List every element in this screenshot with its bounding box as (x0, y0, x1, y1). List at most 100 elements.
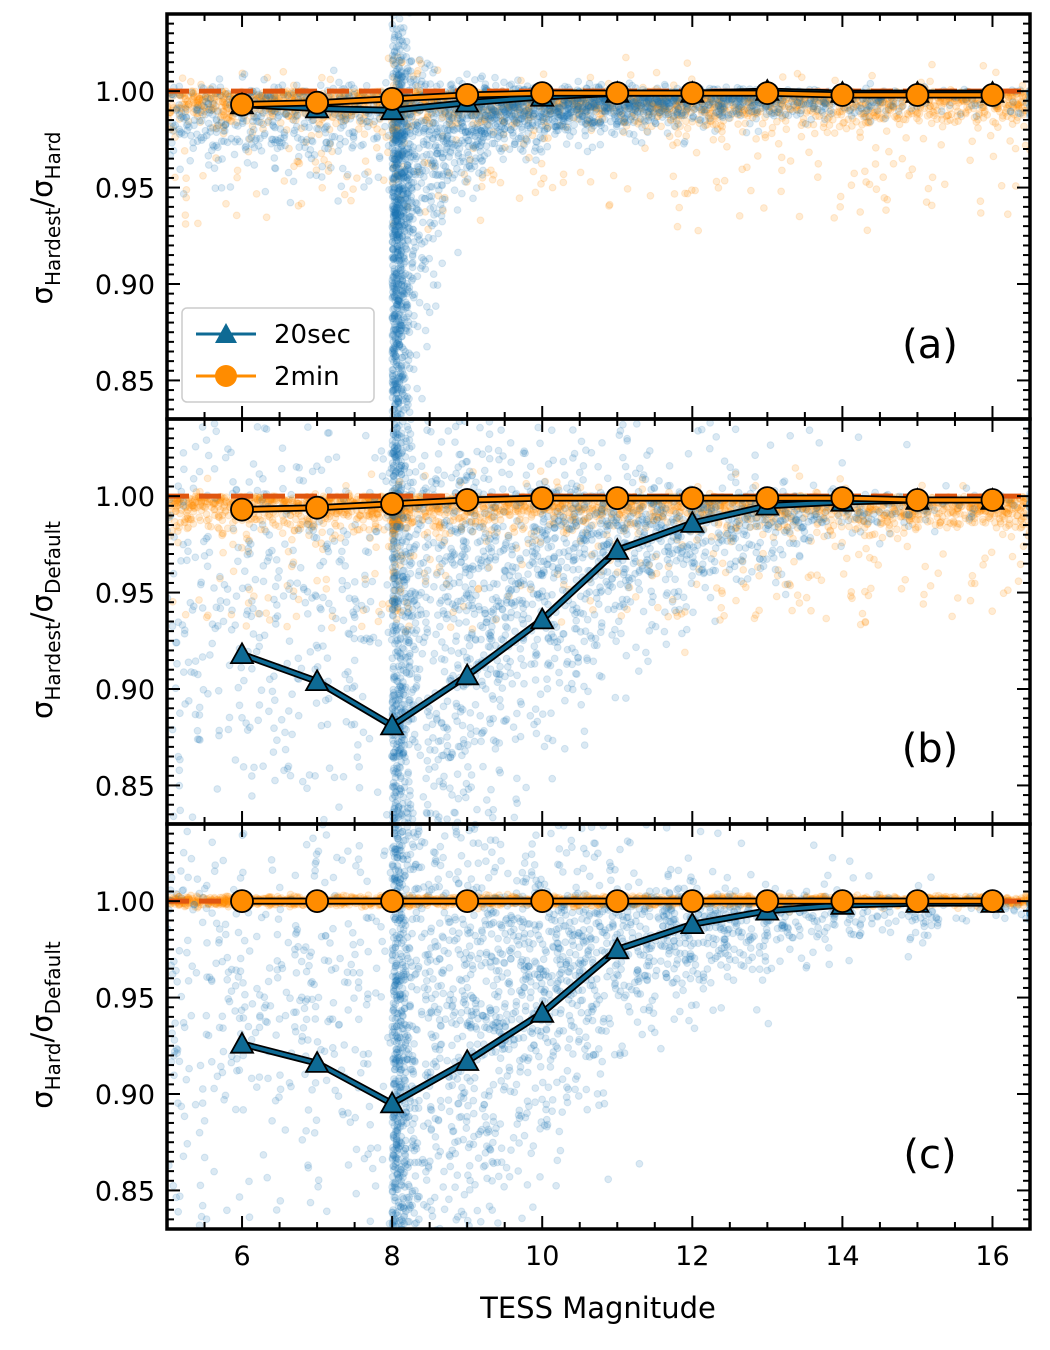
scatter-point-20sec (742, 128, 751, 137)
scatter-point-2min (660, 104, 669, 113)
scatter-point-2min (902, 134, 910, 142)
scatter-point-2min (262, 213, 271, 222)
scatter-point-2min (389, 125, 398, 134)
scatter-point-2min (743, 111, 752, 120)
scatter-point-2min (690, 105, 699, 114)
scatter-point-2min (745, 109, 753, 117)
scatter-point-2min (199, 171, 207, 180)
scatter-point-2min (813, 173, 822, 182)
scatter-point-20sec (505, 145, 514, 154)
scatter-point-2min (392, 171, 401, 180)
scatter-point-20sec (343, 170, 352, 179)
scatter-point-2min (928, 60, 936, 69)
scatter-point-20sec (881, 107, 890, 115)
scatter-point-2min (225, 92, 234, 101)
scatter-point-2min (884, 103, 893, 112)
scatter-point-20sec (350, 90, 359, 99)
scatter-point-2min (548, 183, 557, 192)
scatter-point-2min (400, 138, 409, 147)
scatter-point-2min (660, 97, 669, 106)
scatter-point-20sec (736, 111, 745, 120)
scatter-point-2min (204, 99, 213, 108)
scatter-point-2min (233, 166, 242, 175)
scatter-point-2min (889, 103, 898, 112)
scatter-point-2min (626, 71, 635, 79)
scatter-point-2min (738, 108, 747, 117)
scatter-point-2min (609, 171, 618, 180)
scatter-point-20sec (416, 87, 425, 95)
scatter-point-2min (968, 137, 977, 146)
scatter-point-2min (714, 184, 723, 192)
scatter-point-20sec (179, 190, 188, 198)
scatter-point-2min (814, 159, 823, 168)
scatter-point-20sec (432, 150, 441, 158)
scatter-point-20sec (230, 150, 239, 159)
scatter-point-2min (753, 152, 762, 160)
scatter-point-2min (852, 117, 861, 126)
scatter-point-2min (222, 103, 231, 112)
scatter-point-20sec (327, 163, 335, 172)
scatter-point-2min (695, 119, 704, 128)
scatter-point-2min (438, 113, 447, 122)
scatter-point-2min (797, 73, 806, 82)
scatter-point-20sec (400, 6, 407, 13)
scatter-point-20sec (458, 189, 466, 198)
scatter-point-20sec (334, 197, 343, 205)
scatter-point-2min (182, 174, 191, 183)
scatter-point-2min (222, 199, 230, 208)
scatter-point-20sec (426, 218, 435, 227)
scatter-point-2min (372, 143, 381, 152)
scatter-point-2min (1004, 101, 1013, 110)
scatter-point-20sec (499, 155, 508, 164)
scatter-point-20sec (273, 144, 282, 153)
scatter-point-20sec (472, 184, 481, 192)
scatter-point-20sec (618, 127, 627, 136)
scatter-point-2min (182, 95, 190, 103)
scatter-point-20sec (418, 71, 427, 80)
scatter-point-2min (653, 112, 662, 121)
scatter-point-2min (782, 125, 791, 134)
scatter-point-20sec (491, 81, 500, 90)
scatter-point-20sec (532, 156, 540, 165)
scatter-point-20sec (289, 177, 298, 186)
scatter-point-20sec (193, 130, 201, 139)
scatter-point-2min (923, 112, 932, 120)
scatter-point-20sec (423, 302, 431, 311)
scatter-point-20sec (463, 175, 472, 183)
scatter-point-2min (879, 173, 888, 182)
scatter-point-20sec (651, 119, 660, 128)
scatter-point-20sec (243, 158, 252, 167)
scatter-point-2min (905, 171, 914, 180)
scatter-point-20sec (643, 128, 652, 137)
scatter-point-2min (232, 211, 241, 220)
scatter-point-20sec (436, 80, 445, 89)
scatter-point-20sec (680, 139, 688, 148)
scatter-point-20sec (423, 59, 432, 68)
scatter-point-20sec (663, 129, 672, 138)
scatter-point-2min (966, 156, 974, 165)
scatter-point-2min (553, 99, 562, 107)
scatter-point-2min (858, 120, 866, 129)
scatter-point-2min (772, 101, 781, 110)
scatter-point-2min (531, 188, 540, 197)
scatter-point-2min (998, 111, 1007, 120)
scatter-point-2min (395, 124, 403, 133)
scatter-point-2min (979, 61, 988, 70)
scatter-point-2min (180, 147, 189, 155)
scatter-point-2min (318, 73, 326, 82)
scatter-point-2min (279, 67, 288, 76)
scatter-point-20sec (418, 394, 426, 403)
scatter-point-20sec (446, 81, 455, 89)
scatter-point-2min (979, 103, 987, 112)
scatter-point-2min (392, 131, 401, 140)
scatter-point-20sec (510, 123, 519, 131)
scatter-point-20sec (607, 128, 616, 137)
scatter-point-2min (683, 189, 692, 198)
scatter-point-2min (670, 190, 679, 198)
scatter-point-20sec (894, 107, 903, 116)
scatter-point-20sec (431, 302, 440, 311)
scatter-point-2min (667, 115, 675, 124)
scatter-point-2min (777, 153, 786, 162)
scatter-point-2min (515, 194, 524, 203)
scatter-point-20sec (434, 229, 443, 238)
